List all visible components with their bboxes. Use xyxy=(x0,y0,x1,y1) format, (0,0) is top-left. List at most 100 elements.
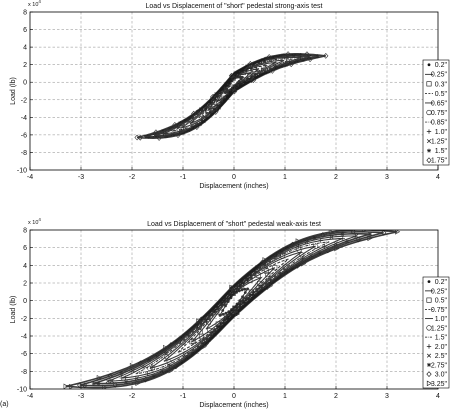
legend-marker-star xyxy=(427,363,431,367)
legend-label: 0.5" xyxy=(435,91,448,98)
series-5 xyxy=(163,251,303,362)
legend-marker-diamond xyxy=(191,110,197,117)
legend-marker-star xyxy=(340,232,345,236)
legend-marker-circle xyxy=(281,57,287,64)
y-tick-label: -10 xyxy=(17,387,27,394)
y-tick-label: -4 xyxy=(21,115,27,122)
legend-marker-square xyxy=(199,333,205,339)
y-axis-label: Load (lb) xyxy=(10,296,17,324)
y-tick-label: -2 xyxy=(21,316,27,323)
legend-marker-dot xyxy=(246,287,250,291)
x-tick-label: -1 xyxy=(180,174,186,181)
y-exponent-power: 4 xyxy=(38,0,41,4)
legend-marker-diamond xyxy=(247,61,253,67)
legend-marker-diamond xyxy=(198,316,204,323)
x-tick-label: -2 xyxy=(129,393,135,400)
legend-label: 1.25" xyxy=(431,139,448,146)
legend-marker-diamond xyxy=(175,132,181,139)
legend-marker-diamond xyxy=(153,129,159,136)
legend-marker-triangle xyxy=(201,343,207,350)
legend-marker-dot xyxy=(239,77,243,81)
legend-marker-triangle xyxy=(426,380,433,387)
x-tick-label: -1 xyxy=(180,393,186,400)
legend-marker-triangle xyxy=(328,230,334,235)
legend-marker-circle xyxy=(426,109,432,116)
legend-marker-diamond xyxy=(137,134,143,141)
legend-label: 1.5" xyxy=(435,335,448,342)
legend-marker-triangle xyxy=(102,384,108,389)
legend-marker-triangle xyxy=(361,230,367,233)
legend-label: 0.85" xyxy=(431,119,448,126)
legend-marker-triangle xyxy=(229,284,235,291)
legend-label: 3.0" xyxy=(435,372,448,379)
x-tick-label: 2 xyxy=(334,393,338,400)
legend-label: 1.0" xyxy=(435,316,448,323)
legend-marker-star xyxy=(368,232,372,236)
legend-marker-diamond xyxy=(350,230,356,235)
legend-box xyxy=(422,276,450,389)
y-axis-label: Load (lb) xyxy=(10,77,17,105)
series-4 xyxy=(177,258,289,353)
legend-marker-diamond xyxy=(307,56,313,63)
y-tick-label: 0 xyxy=(23,80,27,87)
x-tick-label: 0 xyxy=(232,174,236,181)
legend-marker-star xyxy=(427,148,431,153)
legend-marker-diamond xyxy=(426,371,432,377)
legend-marker-triangle xyxy=(395,230,401,235)
figure-label: (a) xyxy=(0,401,9,408)
legend-label: 3.25" xyxy=(431,381,448,388)
legend-marker-cross xyxy=(180,336,185,341)
legend-marker-dot xyxy=(219,313,222,317)
legend-marker-diamond xyxy=(231,88,238,95)
legend-marker-star xyxy=(147,358,151,363)
legend-marker-triangle xyxy=(301,260,307,267)
legend-marker-star xyxy=(345,239,349,244)
legend-marker-square xyxy=(189,339,195,345)
legend-label: 1.75" xyxy=(431,158,448,165)
legend-marker-circle xyxy=(296,247,302,253)
y-tick-label: 8 xyxy=(23,228,27,235)
legend-marker-cross xyxy=(354,233,359,239)
chart-panel-2: Load vs Displacement of "short" pedestal… xyxy=(10,217,450,409)
legend-label: 2.75" xyxy=(431,362,448,369)
legend-marker-triangle xyxy=(367,235,373,242)
legend-marker-triangle xyxy=(129,362,136,369)
legend-marker-diamond xyxy=(142,376,149,383)
y-tick-label: -10 xyxy=(17,168,27,175)
series-10 xyxy=(145,54,318,138)
legend-box xyxy=(422,59,450,166)
x-tick-label: 4 xyxy=(436,174,440,181)
y-tick-label: -8 xyxy=(21,150,27,157)
legend-marker-diamond xyxy=(250,77,257,83)
x-tick-label: 3 xyxy=(385,174,389,181)
legend-marker-cross xyxy=(155,354,160,359)
legend-label: 0.25" xyxy=(431,288,448,295)
y-tick-label: 2 xyxy=(23,62,27,69)
legend-label: 0.2" xyxy=(435,62,448,69)
series-11 xyxy=(136,53,326,140)
chart-title: Load vs Displacement of "short" pedestal… xyxy=(146,3,323,10)
legend-marker-diamond xyxy=(213,109,219,115)
y-exponent-power: 4 xyxy=(38,217,41,222)
legend-marker-cross xyxy=(426,353,432,358)
legend-marker-triangle xyxy=(262,257,268,263)
legend-marker-dot xyxy=(221,312,225,316)
legend-marker-diamond xyxy=(228,72,235,79)
y-tick-label: 4 xyxy=(23,45,27,52)
series-6 xyxy=(149,245,316,369)
legend: 0.2" 0.25" 0.5" 0.75" 1.0" 1.25" 1.5" 2.0" 2.5" 2… xyxy=(422,276,450,389)
legend-marker-triangle xyxy=(168,367,174,374)
legend-label: 0.65" xyxy=(431,100,448,107)
y-tick-label: 2 xyxy=(23,281,27,288)
x-tick-label: -4 xyxy=(27,174,33,181)
legend-marker-cross xyxy=(308,253,313,258)
series-7 xyxy=(135,241,330,375)
legend-marker-cross xyxy=(333,241,338,246)
legend-marker-diamond xyxy=(304,51,310,58)
x-tick-label: -3 xyxy=(78,393,84,400)
legend-marker-dot xyxy=(427,63,431,67)
x-tick-label: -2 xyxy=(129,174,135,181)
legend-marker-cross xyxy=(109,378,114,384)
y-tick-label: -8 xyxy=(21,369,27,376)
